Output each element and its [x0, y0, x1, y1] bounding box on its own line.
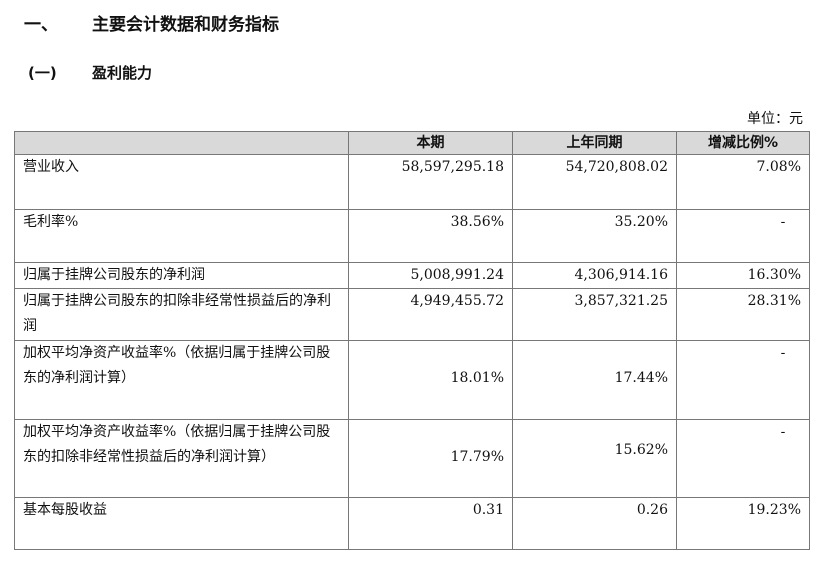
- cell-change-value: -: [780, 214, 786, 230]
- row-label: 归属于挂牌公司股东的净利润: [14, 262, 349, 289]
- cell-change: 19.23%: [676, 497, 810, 550]
- cell-current: 58,597,295.18: [348, 154, 513, 210]
- cell-previous: 3,857,321.25: [512, 288, 677, 341]
- cell-previous: 17.44%: [512, 340, 677, 420]
- cell-current: 38.56%: [348, 209, 513, 263]
- subsection-heading: (一) 盈利能力: [28, 62, 152, 83]
- row-label: 归属于挂牌公司股东的扣除非经常性损益后的净利润: [14, 288, 349, 341]
- table-row: 归属于挂牌公司股东的扣除非经常性损益后的净利润 4,949,455.72 3,8…: [14, 288, 810, 341]
- cell-current: 5,008,991.24: [348, 262, 513, 289]
- row-label: 加权平均净资产收益率%（依据归属于挂牌公司股东的净利润计算）: [14, 340, 349, 420]
- row-label: 基本每股收益: [14, 497, 349, 550]
- cell-previous: 0.26: [512, 497, 677, 550]
- cell-current: 18.01%: [348, 340, 513, 420]
- table-row: 加权平均净资产收益率%（依据归属于挂牌公司股东的扣除非经常性损益后的净利润计算）…: [14, 419, 810, 498]
- table-row: 加权平均净资产收益率%（依据归属于挂牌公司股东的净利润计算） 18.01% 17…: [14, 340, 810, 420]
- header-change-percent: 增减比例%: [676, 131, 810, 155]
- cell-change: -: [676, 340, 810, 420]
- table-row: 基本每股收益 0.31 0.26 19.23%: [14, 497, 810, 550]
- row-label: 营业收入: [14, 154, 349, 210]
- cell-change: 16.30%: [676, 262, 810, 289]
- subsection-number: (一): [28, 64, 57, 82]
- header-item: [14, 131, 349, 155]
- cell-previous: 35.20%: [512, 209, 677, 263]
- table-row: 毛利率% 38.56% 35.20% -: [14, 209, 810, 263]
- table-row: 归属于挂牌公司股东的净利润 5,008,991.24 4,306,914.16 …: [14, 262, 810, 289]
- cell-change: 7.08%: [676, 154, 810, 210]
- table-row: 营业收入 58,597,295.18 54,720,808.02 7.08%: [14, 154, 810, 210]
- table-header-row: 本期 上年同期 增减比例%: [14, 131, 810, 155]
- cell-current: 17.79%: [348, 419, 513, 498]
- unit-label: 单位：元: [747, 111, 803, 127]
- cell-change-value: -: [780, 345, 786, 361]
- header-current-period: 本期: [348, 131, 513, 155]
- profitability-table: 本期 上年同期 增减比例% 营业收入 58,597,295.18 54,720,…: [14, 131, 810, 550]
- section-number: 一、: [24, 15, 58, 35]
- cell-change: -: [676, 419, 810, 498]
- section-heading: 一、 主要会计数据和财务指标: [24, 10, 279, 35]
- cell-previous: 15.62%: [512, 419, 677, 498]
- cell-current: 0.31: [348, 497, 513, 550]
- header-previous-period: 上年同期: [512, 131, 677, 155]
- cell-previous: 54,720,808.02: [512, 154, 677, 210]
- section-title: 主要会计数据和财务指标: [92, 15, 279, 35]
- cell-current: 4,949,455.72: [348, 288, 513, 341]
- row-label: 毛利率%: [14, 209, 349, 263]
- cell-change: 28.31%: [676, 288, 810, 341]
- cell-change: -: [676, 209, 810, 263]
- cell-previous: 4,306,914.16: [512, 262, 677, 289]
- cell-change-value: -: [780, 424, 786, 440]
- subsection-title: 盈利能力: [92, 64, 153, 82]
- row-label: 加权平均净资产收益率%（依据归属于挂牌公司股东的扣除非经常性损益后的净利润计算）: [14, 419, 349, 498]
